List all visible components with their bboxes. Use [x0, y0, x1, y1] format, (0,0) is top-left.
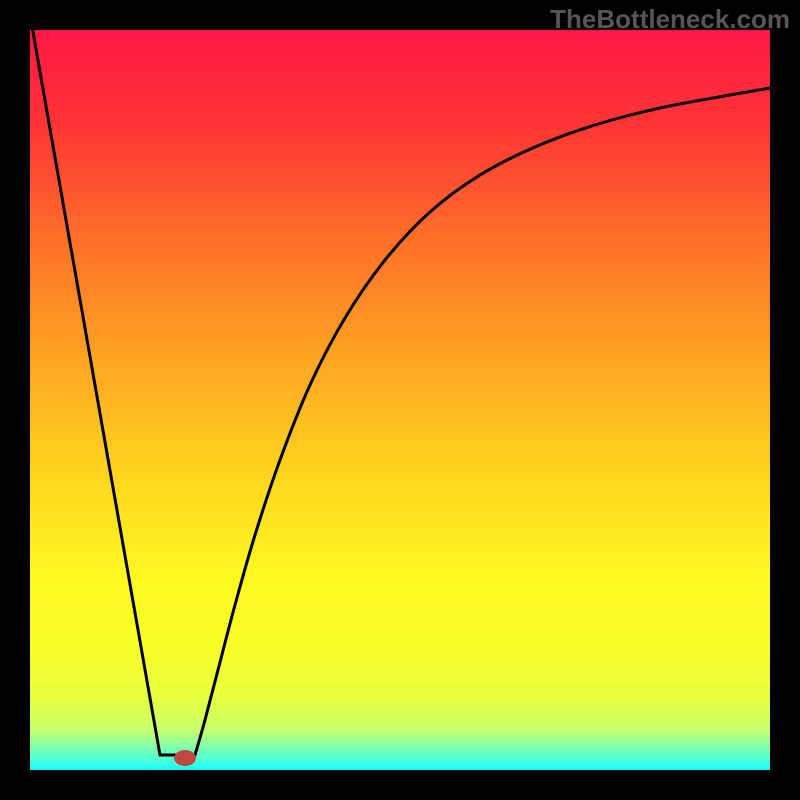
bottleneck-chart: [0, 0, 800, 800]
chart-container: TheBottleneck.com: [0, 0, 800, 800]
minimum-marker: [174, 750, 196, 766]
watermark-text: TheBottleneck.com: [550, 4, 790, 35]
chart-background: [30, 30, 770, 770]
